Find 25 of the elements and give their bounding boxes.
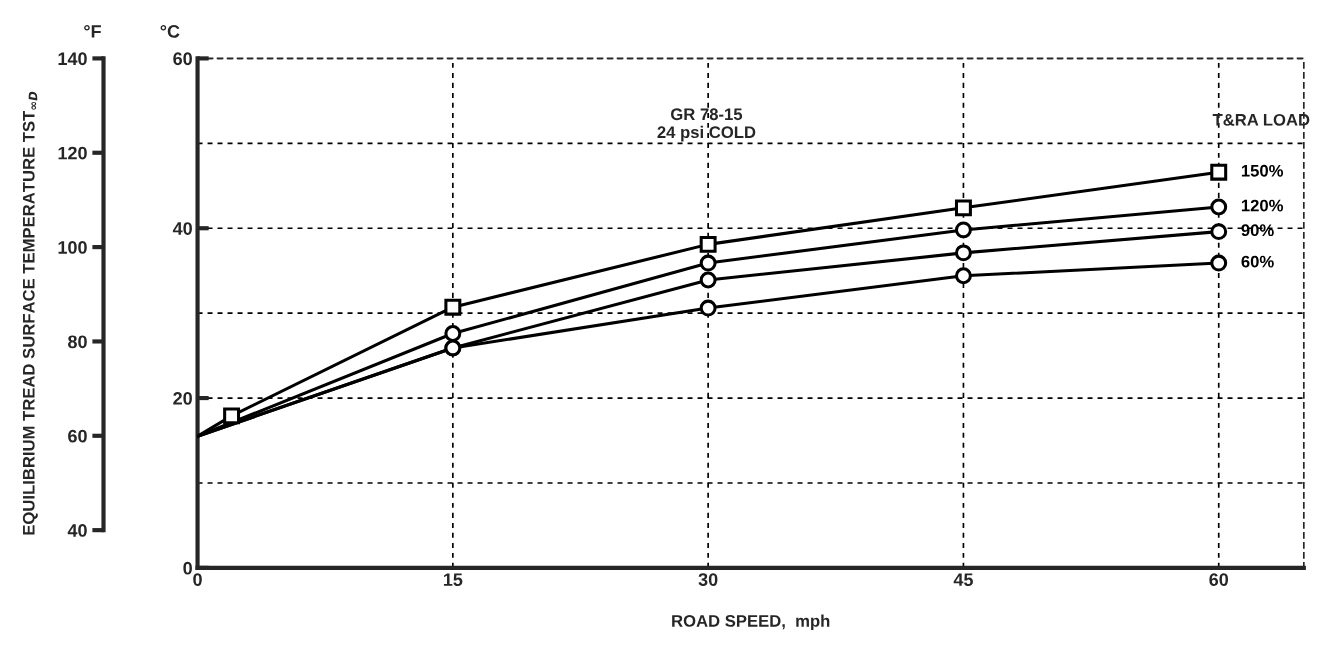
y2-tick-label: 60 xyxy=(173,52,192,66)
x-axis-title: ROAD SPEED, mph xyxy=(672,614,830,631)
x-tick-label: 15 xyxy=(443,573,463,586)
y-tick-label: 140 xyxy=(58,52,87,66)
annotation: GR 78-15 24 psi COLD xyxy=(657,108,756,142)
y-tick-label: 60 xyxy=(68,429,87,443)
y-tick-label: 120 xyxy=(58,146,87,160)
text: °F xyxy=(84,25,101,38)
y-tick-label: 40 xyxy=(67,524,87,537)
x-tick-label: 0 xyxy=(193,573,202,586)
y-tick-label: 80 xyxy=(68,335,87,349)
x-tick-label: 30 xyxy=(698,573,718,587)
series-label: 120% xyxy=(1241,199,1284,212)
series-label: 60% xyxy=(1241,255,1274,268)
y2-tick-label: 20 xyxy=(173,391,192,405)
y-tick-label: 100 xyxy=(58,241,87,254)
y2-tick-label: 40 xyxy=(172,222,192,235)
x-tick-label: 60 xyxy=(1209,573,1229,586)
y-axis-title: EQUILIBRIUM TREAD SURFACE TEMPERATURE TST$_{∞D}$ xyxy=(22,91,38,535)
y2-tick-label: 0 xyxy=(183,561,192,575)
x-tick-label: 45 xyxy=(953,573,973,586)
legend-title: T&RA LOAD xyxy=(1212,113,1310,126)
y2-axis-title: °C xyxy=(160,25,180,38)
series-label: 150% xyxy=(1241,164,1284,177)
series-label: 90% xyxy=(1241,224,1274,237)
